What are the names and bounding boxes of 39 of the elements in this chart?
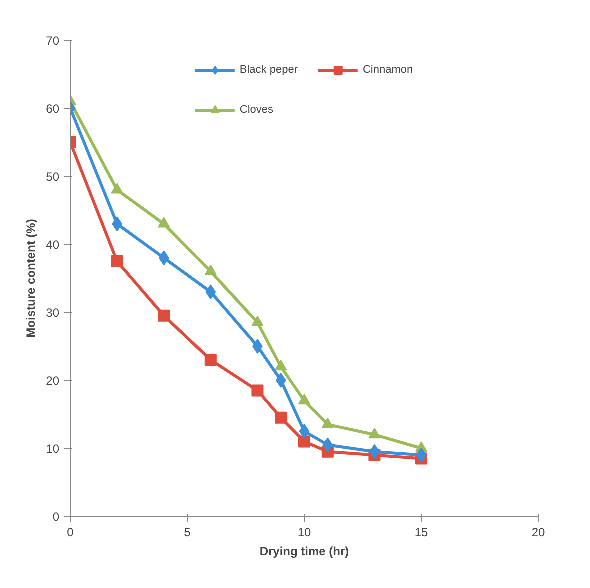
point bbox=[158, 310, 170, 322]
x-tick-label: 20 bbox=[532, 526, 546, 540]
point bbox=[322, 438, 334, 453]
point bbox=[322, 418, 334, 428]
legend-label: Cinnamon bbox=[362, 64, 414, 76]
point bbox=[158, 217, 170, 228]
y-tick-label: 30 bbox=[46, 306, 60, 320]
point bbox=[204, 264, 217, 276]
y-tick-label: 50 bbox=[46, 170, 60, 184]
point bbox=[298, 436, 310, 448]
point bbox=[111, 256, 124, 268]
point bbox=[275, 412, 288, 424]
point bbox=[416, 448, 427, 463]
point bbox=[206, 284, 216, 300]
y-tick-label: 60 bbox=[46, 102, 60, 116]
point bbox=[298, 394, 310, 405]
point bbox=[252, 316, 264, 326]
y-tick-label: 70 bbox=[46, 34, 60, 48]
y-axis-title: Moisture content (%) bbox=[24, 219, 38, 338]
point bbox=[252, 384, 264, 397]
y-tick-label: 10 bbox=[46, 442, 60, 456]
point bbox=[158, 250, 170, 266]
legend-label: Cloves bbox=[240, 104, 274, 116]
point bbox=[368, 428, 381, 439]
point bbox=[252, 339, 263, 354]
x-tick-label: 5 bbox=[184, 526, 192, 540]
x-tick-label: 15 bbox=[414, 526, 428, 540]
y-tick-label: 40 bbox=[46, 238, 60, 252]
point bbox=[299, 424, 310, 439]
y-tick-label: 20 bbox=[46, 374, 60, 388]
x-tick-label: 0 bbox=[67, 526, 74, 540]
point bbox=[276, 373, 286, 388]
x-tick-label: 10 bbox=[298, 526, 312, 540]
legend-label: Black peper bbox=[240, 64, 298, 76]
point bbox=[111, 183, 124, 194]
point bbox=[275, 360, 288, 371]
y-tick-label: 0 bbox=[52, 510, 60, 524]
x-axis-title: Drying time (hr) bbox=[260, 544, 350, 558]
point bbox=[204, 354, 217, 366]
